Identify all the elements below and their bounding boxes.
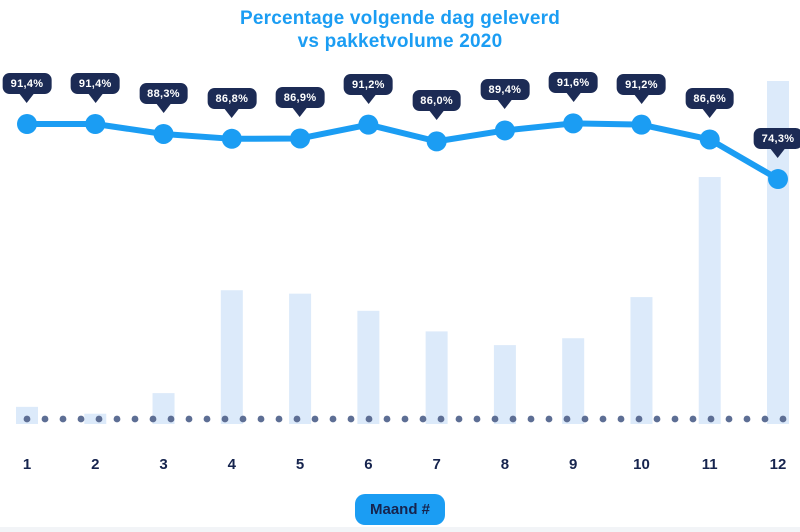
baseline-dot xyxy=(311,415,319,423)
baseline-dot xyxy=(617,415,625,423)
baseline-dot xyxy=(257,415,265,423)
data-label-badge-month-9: 91,6% xyxy=(548,72,598,94)
x-axis-label-3: 3 xyxy=(159,456,168,473)
data-label-badge-month-8: 89,4% xyxy=(480,79,530,101)
baseline-dot xyxy=(761,415,769,423)
bottom-divider xyxy=(0,527,800,532)
line-marker-month-6[interactable] xyxy=(358,114,379,135)
x-axis-label-9: 9 xyxy=(569,456,578,473)
volume-bar-month-8[interactable] xyxy=(493,345,516,424)
baseline-dot xyxy=(149,415,157,423)
data-label-badge-month-5: 86,9% xyxy=(275,87,325,109)
baseline-dot xyxy=(527,415,535,423)
volume-bar-month-10[interactable] xyxy=(630,297,653,424)
volume-bar-month-9[interactable] xyxy=(562,338,585,424)
line-marker-month-11[interactable] xyxy=(699,129,720,150)
percentage-line xyxy=(24,120,781,183)
baseline-dot xyxy=(221,415,229,423)
line-marker-month-2[interactable] xyxy=(85,114,106,134)
data-label-badge-month-11: 86,6% xyxy=(685,88,735,110)
baseline-dot xyxy=(239,415,247,423)
data-label-badge-month-3: 88,3% xyxy=(139,82,188,104)
chart-title-line1: Percentage volgende dag geleverd xyxy=(239,8,560,29)
baseline-dot xyxy=(275,415,283,423)
x-axis-title-badge: Maand # xyxy=(354,494,446,525)
baseline-dot xyxy=(401,415,409,423)
baseline-dot xyxy=(455,415,463,423)
baseline-dot xyxy=(779,415,787,423)
baseline-dot xyxy=(437,415,445,423)
baseline-dot xyxy=(563,415,571,423)
data-label-badge-month-7: 86,0% xyxy=(412,90,461,112)
data-label-badge-month-1: 91,4% xyxy=(2,73,52,94)
baseline-dot xyxy=(383,415,391,423)
baseline-dot xyxy=(707,415,715,423)
volume-bar-month-12[interactable] xyxy=(767,81,789,424)
baseline-dot xyxy=(203,415,211,423)
baseline-dot xyxy=(365,415,373,423)
baseline-dot xyxy=(743,415,751,423)
baseline-dot xyxy=(59,415,67,423)
baseline-dot xyxy=(23,415,31,423)
baseline-dot xyxy=(581,415,589,423)
volume-bar-month-5[interactable] xyxy=(289,293,312,424)
baseline-dot xyxy=(293,415,301,423)
baseline-dot xyxy=(347,415,355,423)
baseline-dot xyxy=(545,415,553,423)
baseline-dot xyxy=(473,415,481,423)
x-axis-label-10: 10 xyxy=(633,456,650,473)
line-marker-month-9[interactable] xyxy=(563,113,584,134)
baseline-dot xyxy=(635,415,643,423)
data-label-badge-month-10: 91,2% xyxy=(617,73,666,95)
baseline-dot xyxy=(95,415,103,423)
volume-bar-month-4[interactable] xyxy=(220,290,243,424)
data-label-badge-month-4: 86,8% xyxy=(207,87,257,109)
line-marker-month-8[interactable] xyxy=(494,120,515,141)
baseline-dot xyxy=(599,415,607,423)
baseline-dot xyxy=(689,415,697,423)
x-axis-label-7: 7 xyxy=(432,456,441,473)
baseline-dot xyxy=(185,415,193,423)
line-marker-month-1[interactable] xyxy=(17,114,37,134)
x-axis-label-4: 4 xyxy=(227,456,236,473)
x-axis-label-1: 1 xyxy=(22,456,32,473)
data-label-badge-month-12: 74,3% xyxy=(753,128,800,150)
volume-bar-month-11[interactable] xyxy=(698,177,721,424)
x-axis-label-12: 12 xyxy=(769,456,787,473)
baseline-dot xyxy=(329,415,337,423)
line-marker-month-5[interactable] xyxy=(290,128,311,149)
baseline-dot xyxy=(41,415,49,423)
x-axis-label-11: 11 xyxy=(701,456,718,473)
chart-title-line2: vs pakketvolume 2020 xyxy=(297,31,503,52)
volume-bar-month-2[interactable] xyxy=(84,413,107,424)
baseline-dot xyxy=(77,415,85,423)
line-marker-month-7[interactable] xyxy=(426,131,447,152)
x-axis-label-5: 5 xyxy=(295,456,305,473)
x-axis-label-8: 8 xyxy=(500,456,510,473)
data-label-badge-month-2: 91,4% xyxy=(70,73,120,94)
line-marker-month-12[interactable] xyxy=(768,169,788,190)
line-marker-month-3[interactable] xyxy=(153,123,174,144)
baseline-dot xyxy=(653,415,661,423)
baseline-dot xyxy=(725,415,733,423)
x-axis-label-6: 6 xyxy=(364,456,373,473)
data-label-badge-month-6: 91,2% xyxy=(344,73,393,95)
x-axis-label-2: 2 xyxy=(91,456,100,473)
baseline-dot xyxy=(167,415,175,423)
baseline-dot xyxy=(419,415,427,423)
volume-bar-month-1[interactable] xyxy=(16,406,38,424)
line-marker-month-10[interactable] xyxy=(631,114,652,135)
baseline-dot xyxy=(131,415,139,423)
baseline-dot xyxy=(509,415,517,423)
baseline-dot xyxy=(671,415,679,423)
volume-bar-month-7[interactable] xyxy=(425,331,448,424)
chart-title: Percentage volgende dag geleverd vs pakk… xyxy=(0,7,800,53)
baseline-dot xyxy=(491,415,499,423)
line-marker-month-4[interactable] xyxy=(221,128,242,149)
baseline-dot xyxy=(113,415,121,423)
volume-bar-month-6[interactable] xyxy=(357,310,380,424)
